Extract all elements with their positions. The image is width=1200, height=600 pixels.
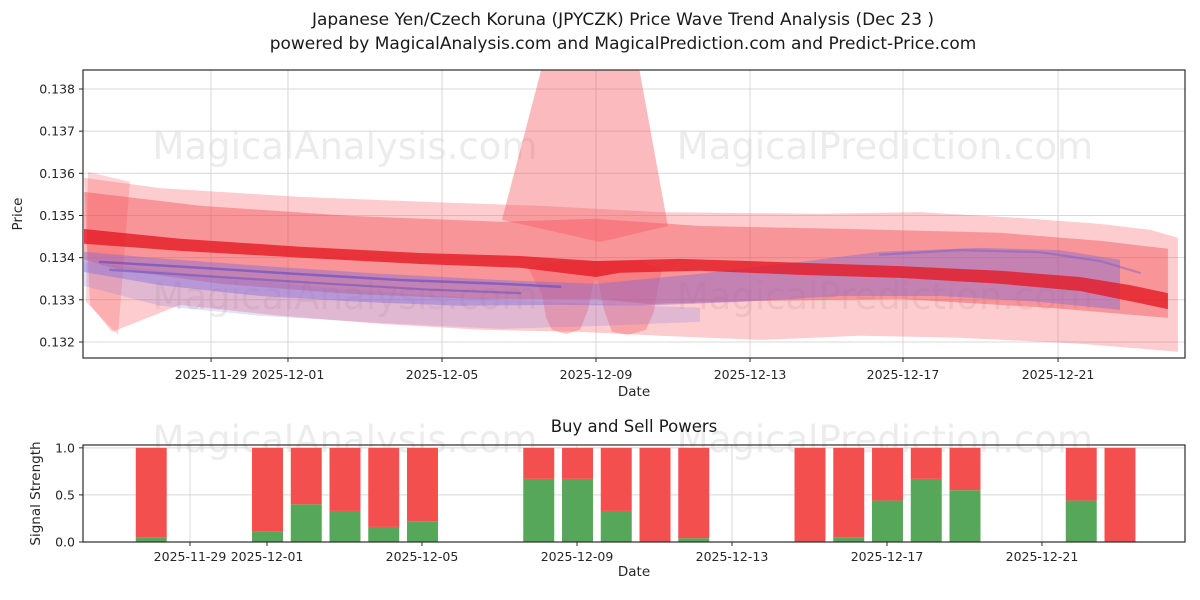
x-axis-label: Date: [618, 564, 650, 580]
x-tick-label: 2025-11-29: [154, 549, 227, 564]
wave-band-core-band: [84, 229, 1168, 310]
bar-sell-segment: [639, 447, 671, 542]
x-tick-label: 2025-12-09: [560, 367, 633, 382]
x-tick-label: 2025-12-17: [851, 549, 924, 564]
data-layer: [84, 70, 1178, 352]
wave-band-left-fan: [86, 172, 130, 335]
plot-border: [82, 444, 1186, 543]
bar-buy-segment: [523, 478, 555, 542]
bar-sell-segment: [368, 447, 400, 527]
x-tick-label: 2025-12-21: [1022, 367, 1095, 382]
wave-line-purple-strand-3: [878, 248, 1142, 274]
x-tick-label: 2025-12-05: [406, 367, 479, 382]
x-tick-label: 2025-12-13: [714, 367, 787, 382]
y-tick-label: 0.5: [55, 487, 75, 502]
bar-sell-segment: [562, 447, 593, 479]
x-tick-label: 2025-12-01: [252, 367, 325, 382]
buy-sell-powers-chart: MagicalAnalysis.com MagicalPrediction.com…: [28, 417, 1186, 580]
bar-buy-segment: [949, 490, 981, 542]
y-tick-label: 0.137: [39, 124, 75, 139]
bar-sell-segment: [872, 447, 903, 501]
bar-sell-segment: [135, 447, 167, 538]
bar-buy-segment: [252, 531, 283, 542]
wave-line-purple-strand-2: [108, 268, 522, 295]
wave-band-spike-down-legs: [528, 261, 662, 335]
y-axis-label: Signal Strength: [28, 441, 44, 545]
y-tick-label: 0.136: [39, 166, 75, 181]
bar-buy-segment: [562, 478, 593, 542]
watermark-text: MagicalPrediction.com: [677, 125, 1093, 168]
bar-sell-segment: [600, 447, 632, 511]
bar-buy-segment: [135, 537, 167, 542]
bar-sell-segment: [290, 447, 322, 505]
bar-buy-segment: [600, 510, 632, 542]
bar-sell-segment: [407, 447, 438, 522]
bar-sell-segment: [252, 447, 283, 532]
bar-buy-segment: [329, 510, 361, 542]
y-tick-label: 0.133: [39, 292, 75, 307]
bar-buy-segment: [872, 500, 903, 542]
bar-buy-segment: [1065, 500, 1097, 542]
bar-sell-segment: [794, 447, 826, 542]
bar-buy-segment: [368, 526, 400, 542]
figure-subtitle: powered by MagicalAnalysis.com and Magic…: [269, 34, 977, 54]
bar-sell-segment: [678, 447, 710, 539]
bar-sell-segment: [523, 447, 555, 479]
wave-band-purple-light-envelope: [84, 261, 700, 329]
bar-sell-segment: [1065, 447, 1097, 501]
bar-sell-segment: [910, 447, 942, 479]
y-tick-label: 0.138: [39, 81, 75, 96]
wave-band-purple-band: [84, 247, 1120, 310]
wave-line-purple-strand-1: [98, 260, 562, 288]
bar-sell-segment: [1104, 447, 1136, 542]
price-wave-chart: MagicalAnalysis.com MagicalPrediction.com…: [10, 69, 1186, 400]
x-tick-label: 2025-12-13: [696, 549, 769, 564]
figure-title: Japanese Yen/Czech Koruna (JPYCZK) Price…: [311, 10, 935, 30]
y-tick-label: 0.0: [55, 535, 75, 550]
y-tick-label: 1.0: [55, 440, 75, 455]
subplot-title: Buy and Sell Powers: [551, 417, 718, 436]
bar-buy-segment: [833, 537, 865, 542]
x-tick-label: 2025-12-05: [386, 549, 459, 564]
data-layer: [135, 447, 1136, 542]
bar-sell-segment: [833, 447, 865, 538]
bar-sell-segment: [949, 447, 981, 491]
bar-buy-segment: [407, 521, 438, 542]
wave-band-spike-up: [502, 70, 668, 242]
y-tick-label: 0.134: [39, 250, 75, 265]
x-tick-label: 2025-12-17: [867, 367, 940, 382]
wave-band-mid-band: [84, 191, 1168, 318]
bar-buy-segment: [290, 504, 322, 542]
bar-buy-segment: [678, 538, 710, 542]
x-tick-label: 2025-12-21: [1006, 549, 1079, 564]
plot-border: [82, 69, 1186, 359]
x-tick-label: 2025-11-29: [175, 367, 248, 382]
bar-sell-segment: [329, 447, 361, 511]
bar-buy-segment: [910, 478, 942, 542]
y-tick-label: 0.132: [39, 334, 75, 349]
watermark-text: MagicalAnalysis.com: [153, 125, 538, 168]
y-tick-label: 0.135: [39, 208, 75, 223]
y-axis-label: Price: [10, 198, 26, 231]
x-tick-label: 2025-12-01: [231, 549, 304, 564]
x-tick-label: 2025-12-09: [541, 549, 614, 564]
x-axis-label: Date: [618, 384, 650, 400]
